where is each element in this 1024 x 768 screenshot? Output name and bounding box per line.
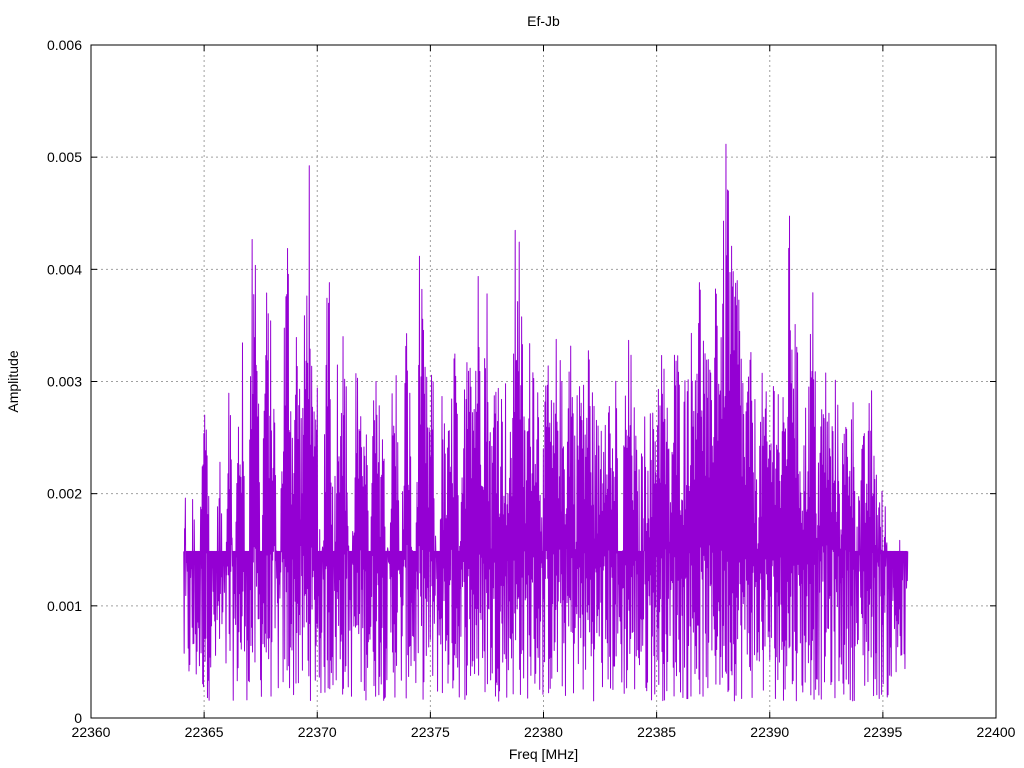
x-tick-label: 22385 xyxy=(637,724,676,740)
x-tick-label: 22365 xyxy=(185,724,224,740)
x-tick-label: 22375 xyxy=(411,724,450,740)
y-tick-label: 0.005 xyxy=(47,149,82,165)
x-tick-label: 22395 xyxy=(863,724,902,740)
x-tick-labels: 22360 22365 22370 22375 22380 22385 22390 22395… xyxy=(72,724,1016,740)
x-tick-label: 22390 xyxy=(750,724,789,740)
y-axis-title: Amplitude xyxy=(5,350,21,412)
y-tick-label: 0.002 xyxy=(47,486,82,502)
y-tick-label: 0.001 xyxy=(47,598,82,614)
series-group xyxy=(183,143,909,702)
x-tick-label: 22370 xyxy=(298,724,337,740)
y-tick-label: 0 xyxy=(74,710,82,726)
y-tick-label: 0.006 xyxy=(47,37,82,53)
chart-title: Ef-Jb xyxy=(527,13,560,29)
y-tick-labels: 0 0.001 0.002 0.003 0.004 0.005 0.006 xyxy=(47,37,82,726)
y-tick-label: 0.003 xyxy=(47,374,82,390)
x-tick-label: 22360 xyxy=(72,724,111,740)
series-line-0 xyxy=(183,143,909,702)
x-tick-label: 22400 xyxy=(977,724,1016,740)
x-axis-title: Freq [MHz] xyxy=(509,746,578,762)
ticks xyxy=(90,44,997,719)
y-tick-label: 0.004 xyxy=(47,261,82,277)
x-tick-label: 22380 xyxy=(524,724,563,740)
